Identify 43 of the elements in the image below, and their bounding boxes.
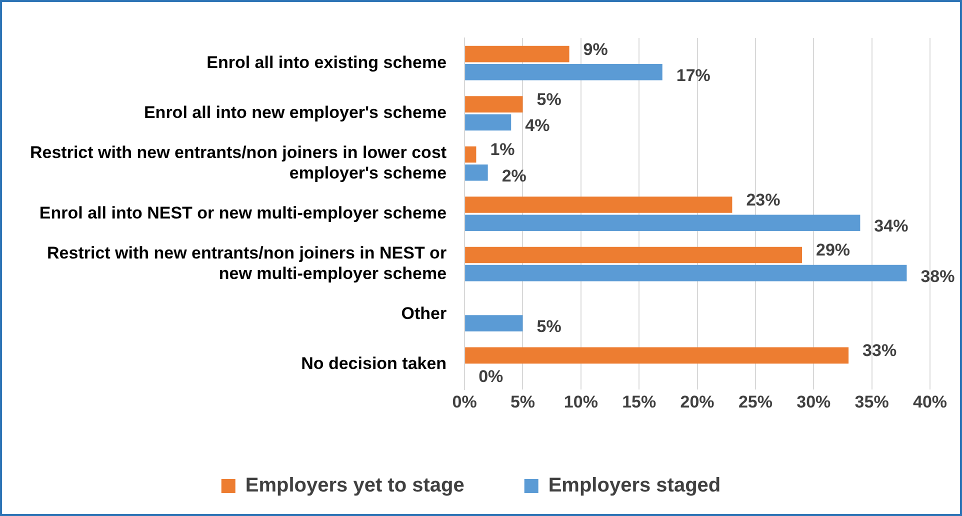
x-tick-label: 20% <box>680 392 714 412</box>
bar <box>465 46 570 62</box>
data-label: 29% <box>816 240 850 260</box>
data-label: 34% <box>874 216 908 236</box>
y-tick-label: Enrol all into NEST or new multi-employer scheme <box>39 203 447 222</box>
y-tick-label: Other <box>401 304 447 323</box>
data-label: 33% <box>862 341 897 360</box>
y-tick-label: Enrol all into existing scheme <box>206 52 447 72</box>
data-label: 5% <box>536 90 562 109</box>
y-tick-label: Restrict with new entrants/non joiners in lower cost employer's scheme <box>30 143 447 182</box>
data-label: 17% <box>676 66 710 85</box>
x-tick-label: 5% <box>510 392 536 412</box>
data-label: 9% <box>583 40 608 59</box>
data-label: 0% <box>478 367 504 386</box>
data-label: 2% <box>502 166 526 186</box>
x-tick-label: 35% <box>854 392 889 412</box>
bar <box>465 146 476 163</box>
x-tick-label: 10% <box>564 392 598 412</box>
data-label: 23% <box>746 190 780 210</box>
bar <box>465 214 860 231</box>
bar <box>465 246 802 264</box>
bar <box>465 264 907 282</box>
bar <box>465 96 523 112</box>
bar <box>465 64 662 80</box>
bar <box>465 196 732 213</box>
bar <box>465 347 849 364</box>
data-label: 38% <box>920 266 955 286</box>
x-tick-label: 0% <box>452 392 477 412</box>
data-label: 5% <box>536 316 562 336</box>
y-tick-label: No decision taken <box>301 354 447 374</box>
x-tick-label: 25% <box>738 392 772 412</box>
data-label: 1% <box>490 140 515 160</box>
legend-label: Employers staged <box>548 474 721 497</box>
x-tick-label: 30% <box>796 392 831 412</box>
bar <box>465 114 512 131</box>
y-tick-label: Enrol all into new employer's scheme <box>144 103 447 122</box>
data-label: 4% <box>525 116 550 136</box>
bar <box>465 315 523 332</box>
x-tick-label: 15% <box>622 392 656 412</box>
legend-label: Employers yet to stage <box>245 474 464 497</box>
x-tick-label: 40% <box>912 392 948 412</box>
y-tick-label: Restrict with new entrants/non joiners in NEST or new multi-employer scheme <box>47 244 447 283</box>
bar <box>465 164 488 181</box>
